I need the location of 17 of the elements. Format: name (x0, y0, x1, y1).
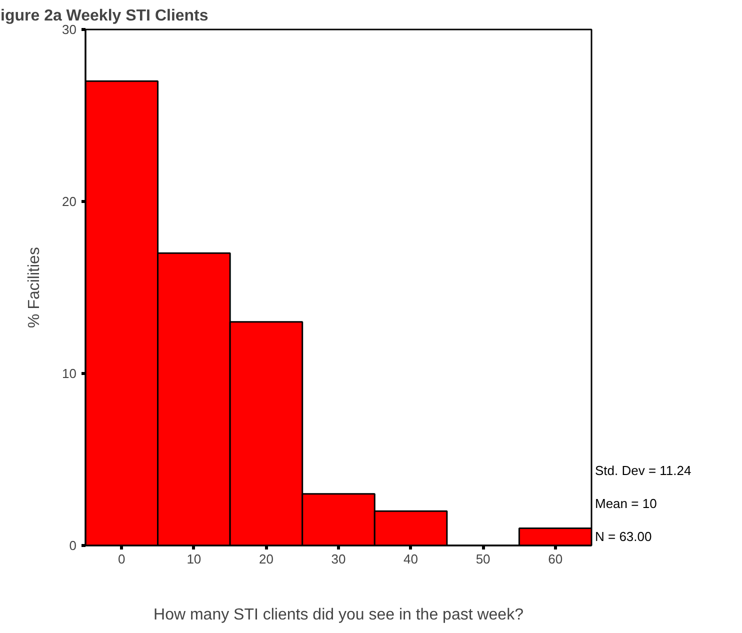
y-tick-label: 20 (62, 194, 77, 209)
text: Std. Dev = 11.24 (595, 462, 692, 480)
x-tick-label: 60 (548, 552, 563, 566)
x-tick-label: 10 (186, 552, 202, 566)
y-tick-label: 10 (62, 366, 77, 381)
chart-title: igure 2a Weekly STI Clients (0, 8, 208, 24)
y-axis-title: % Facilities (26, 247, 44, 328)
x-axis-title: How many STI clients did you see in the past week? (154, 606, 524, 624)
x-tick-label: 50 (476, 552, 490, 566)
x-tick-label: 40 (404, 552, 418, 566)
x-tick-label: 30 (331, 552, 346, 566)
x-tick-label: 20 (258, 552, 274, 566)
text: Mean = 10 (595, 495, 658, 513)
text: N = 63.00 (595, 528, 653, 546)
y-tick-label: 30 (62, 22, 77, 37)
x-tick-label: 0 (118, 552, 126, 566)
y-tick-label: 0 (69, 538, 77, 553)
